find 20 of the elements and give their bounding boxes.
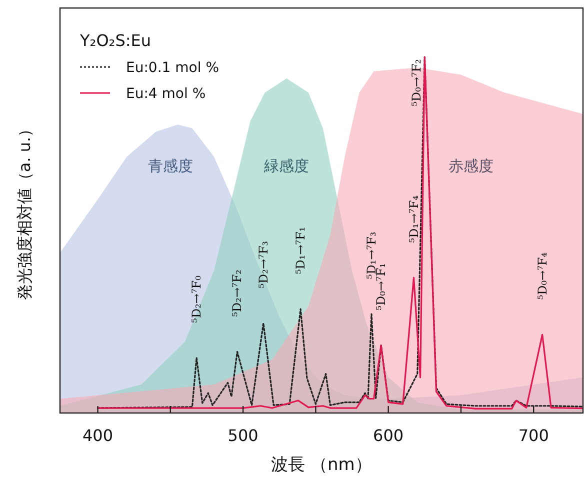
y-axis-title: 発光強度相対値（a. u.） <box>15 120 34 300</box>
x-axis-title: 波長 （nm） <box>271 455 372 475</box>
series-label: 赤感度 <box>448 156 494 175</box>
series-label: 青感度 <box>148 156 193 175</box>
annotation: ⁵D₀→⁷F₁ <box>374 263 388 310</box>
annotation: ⁵D₀→⁷F₂ <box>410 58 424 106</box>
legend-label: Eu:4 mol % <box>126 86 206 102</box>
annotation: ⁵D₁→⁷F₄ <box>406 195 421 243</box>
x-tick-label: 600 <box>373 426 404 445</box>
series-label: 緑感度 <box>263 156 310 175</box>
annotation: ⁵D₂→⁷F₂ <box>230 269 244 317</box>
legend-title: Y₂O₂S:Eu <box>79 31 151 50</box>
annotation: ⁵D₀→⁷F₄ <box>535 252 550 300</box>
legend-label: Eu:0.1 mol % <box>126 60 219 76</box>
x-tick-label: 700 <box>518 426 549 445</box>
x-tick-label: 500 <box>228 426 258 445</box>
annotation: ⁵D₁→⁷F₁ <box>294 226 308 274</box>
x-tick-label: 400 <box>82 426 114 445</box>
annotation: ⁵D₂→⁷F₀ <box>190 275 204 323</box>
annotation: ⁵D₂→⁷F₃ <box>256 240 270 288</box>
